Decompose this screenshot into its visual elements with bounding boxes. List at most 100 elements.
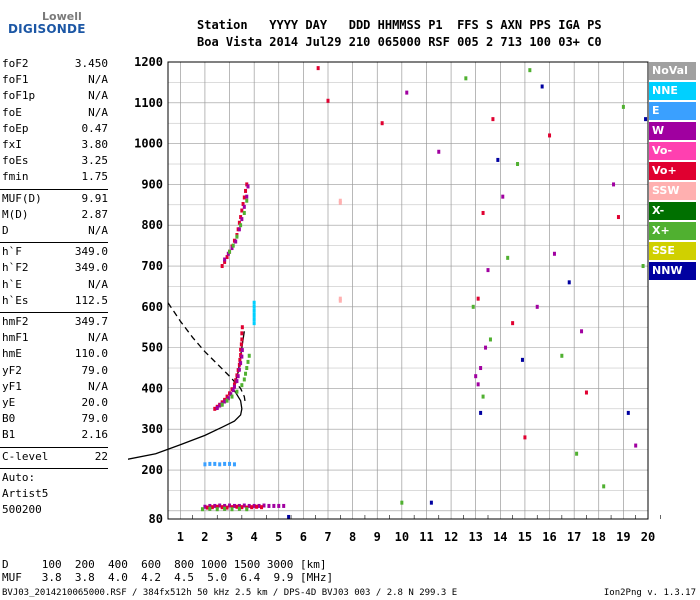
echo-point — [228, 461, 232, 466]
param-value: 349.0 — [74, 245, 108, 259]
param-separator — [0, 446, 108, 448]
echo-point — [236, 374, 240, 379]
param-name: hmE — [2, 347, 22, 361]
echo-point — [240, 331, 244, 336]
echo-point — [223, 506, 227, 511]
param-value: N/A — [88, 277, 108, 291]
param-value: 3.450 — [74, 57, 108, 70]
param-name: M(D) — [2, 207, 29, 221]
echo-point — [200, 507, 204, 512]
axis-ticks: 1 2 3 4 5 6 7 8 9 10 11 12 13 14 15 16 17 18 19 20802003004… — [134, 55, 661, 544]
param-value: 3.80 — [81, 138, 109, 151]
echo-point — [225, 255, 229, 260]
param-name: MUF(D) — [2, 191, 42, 205]
echo-point — [208, 461, 212, 466]
echo-point — [641, 264, 645, 269]
echo-point — [245, 366, 249, 371]
echo-point — [205, 505, 209, 510]
param-value: 1.75 — [81, 170, 109, 184]
param-name: foEp — [2, 121, 29, 135]
echo-point — [429, 500, 433, 505]
x-tick-label: 14 — [493, 530, 507, 544]
y-tick-label: 1000 — [134, 137, 163, 151]
param-value: 112.5 — [74, 293, 108, 307]
echo-point — [400, 500, 404, 505]
x-tick-label: 1 — [177, 530, 184, 544]
echo-point — [501, 194, 505, 199]
echo-point — [520, 357, 524, 362]
auto-scaling-text: Auto: — [2, 470, 36, 484]
x-tick-label: 3 — [226, 530, 233, 544]
param-value: 79.0 — [81, 412, 109, 426]
echo-point — [232, 382, 236, 387]
echo-point — [616, 215, 620, 220]
echo-point — [464, 76, 468, 81]
echo-point — [252, 300, 256, 305]
echo-point — [241, 201, 245, 206]
echo-point — [232, 384, 236, 389]
echo-point — [208, 506, 212, 511]
param-value: N/A — [88, 379, 108, 393]
echo-point — [232, 503, 236, 508]
echo-point — [257, 503, 261, 508]
legend-item: NNE — [649, 82, 696, 100]
echo-point — [240, 383, 244, 388]
echo-point — [213, 503, 217, 508]
x-tick-label: 4 — [251, 530, 258, 544]
y-tick-label: 700 — [141, 259, 163, 273]
echo-point — [476, 382, 480, 387]
echo-points — [200, 66, 648, 519]
echo-point — [223, 259, 227, 264]
param-value: N/A — [88, 224, 108, 237]
x-tick-label: 2 — [201, 530, 208, 544]
echo-point — [282, 503, 286, 508]
echo-point — [203, 462, 207, 467]
echo-point — [474, 374, 478, 379]
echo-point — [208, 503, 212, 508]
echo-point — [252, 321, 256, 326]
echo-point — [231, 243, 235, 248]
y-tick-label: 300 — [141, 422, 163, 436]
y-tick-label: 80 — [149, 512, 163, 526]
param-value: 2.87 — [81, 207, 109, 221]
echo-point — [242, 377, 246, 382]
muf-distance-row: D 100 200 400 600 800 1000 1500 3000 [km… — [2, 558, 327, 571]
echo-point — [567, 280, 571, 285]
echo-point — [210, 505, 214, 510]
footer-file-info: BVJ03_2014210065000.RSF / 384fx512h 50 k… — [2, 588, 458, 598]
echo-point — [644, 117, 648, 122]
echo-point — [220, 402, 224, 407]
x-tick-label: 8 — [349, 530, 356, 544]
echo-point — [511, 321, 515, 326]
echo-point — [247, 503, 251, 508]
echo-point — [213, 461, 217, 466]
param-name: foF2 — [2, 57, 29, 70]
x-tick-label: 19 — [616, 530, 630, 544]
echo-point — [338, 296, 342, 301]
param-value: 110.0 — [74, 347, 108, 361]
param-name: yF2 — [2, 363, 22, 377]
echo-point — [252, 312, 256, 317]
param-name: hmF1 — [2, 331, 29, 345]
echo-point — [245, 182, 249, 187]
muf-value-row: MUF 3.8 3.8 4.0 4.2 4.5 5.0 6.4 9.9 [MHz… — [2, 571, 334, 584]
param-value: 79.0 — [81, 363, 109, 377]
y-tick-label: 900 — [141, 177, 163, 191]
param-value: N/A — [88, 89, 108, 103]
echo-point — [262, 503, 266, 508]
x-tick-label: 6 — [300, 530, 307, 544]
echo-point — [486, 268, 490, 273]
echo-point — [228, 249, 232, 254]
param-name: fmin — [2, 170, 29, 184]
x-tick-label: 12 — [444, 530, 458, 544]
echo-point — [255, 504, 259, 509]
echo-point — [244, 371, 248, 376]
echo-point — [496, 157, 500, 162]
echo-point — [405, 90, 409, 95]
echo-point — [237, 503, 241, 508]
x-tick-label: 16 — [542, 530, 556, 544]
echo-point — [471, 304, 475, 309]
echo-point — [223, 503, 227, 508]
echo-point — [481, 394, 485, 399]
